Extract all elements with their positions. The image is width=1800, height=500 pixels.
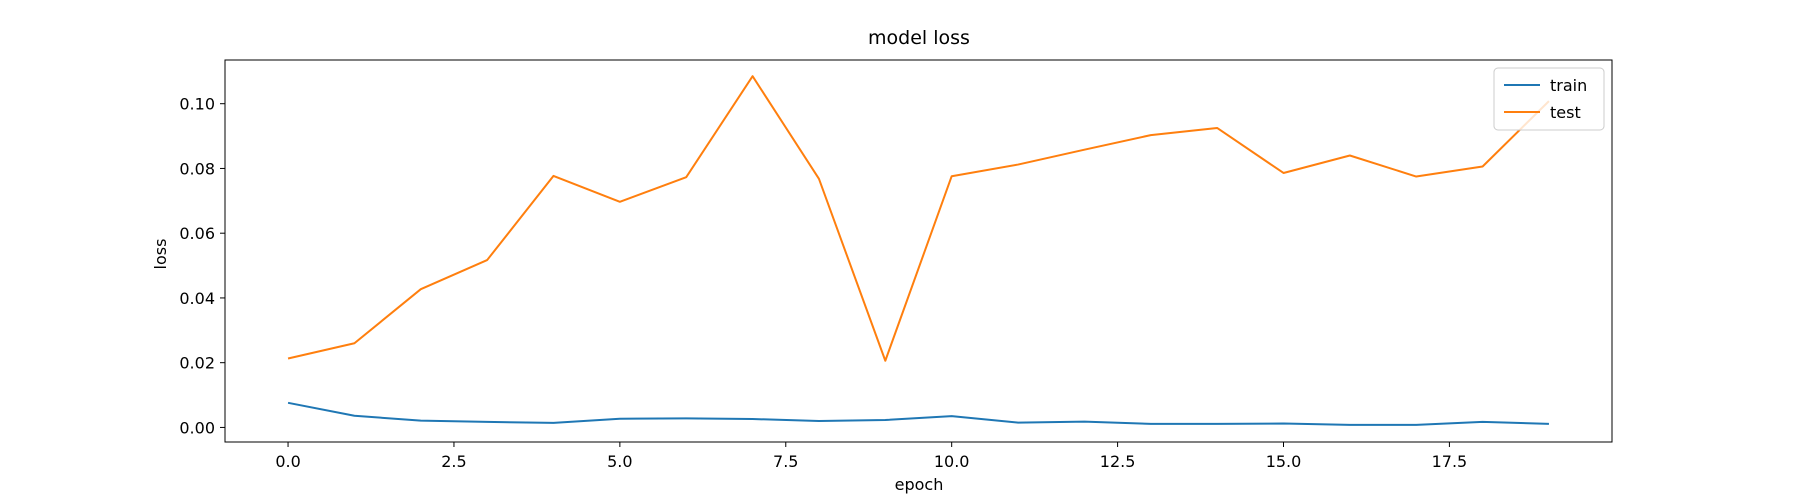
x-tick-label: 15.0 — [1266, 452, 1302, 471]
y-tick-label: 0.00 — [179, 418, 215, 437]
x-tick-label: 17.5 — [1432, 452, 1468, 471]
y-tick-label: 0.10 — [179, 95, 215, 114]
axes-frame — [224, 59, 1613, 443]
legend-label-train: train — [1550, 76, 1587, 95]
legend-label-test: test — [1550, 103, 1581, 122]
legend: train test — [1493, 67, 1605, 131]
y-tick-label: 0.08 — [179, 159, 215, 178]
chart-title: model loss — [868, 27, 970, 49]
x-tick-label: 10.0 — [934, 452, 970, 471]
y-tick-label: 0.04 — [179, 289, 215, 308]
x-tick-label: 12.5 — [1100, 452, 1136, 471]
x-tick-label: 7.5 — [773, 452, 798, 471]
legend-box — [1493, 67, 1605, 131]
y-axis-label: loss — [151, 239, 170, 270]
y-tick-label: 0.06 — [179, 224, 215, 243]
x-axis-label: epoch — [895, 475, 944, 494]
series-line-train — [287, 401, 1549, 426]
x-tick-label: 2.5 — [441, 452, 466, 471]
x-tick-label: 0.0 — [275, 452, 300, 471]
x-tick-label: 5.0 — [607, 452, 632, 471]
y-tick-label: 0.02 — [179, 354, 215, 373]
series-line-test — [287, 75, 1550, 362]
